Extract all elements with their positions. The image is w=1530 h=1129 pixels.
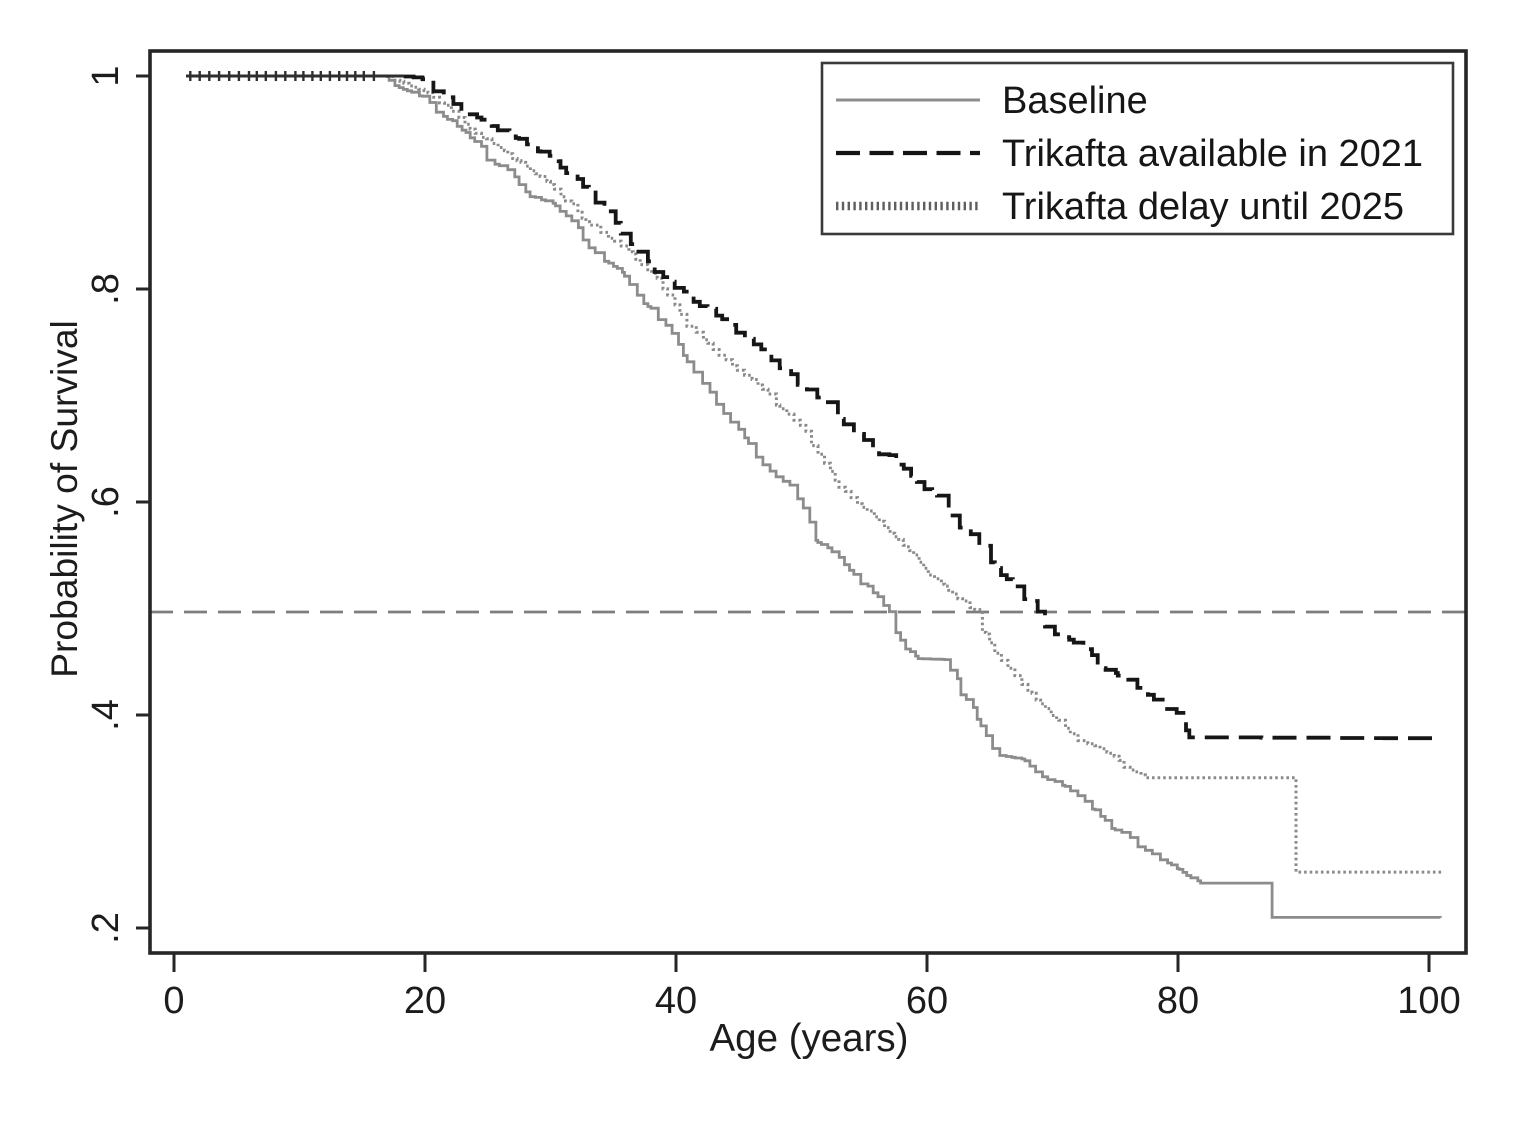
svg-text:20: 20	[404, 980, 446, 1022]
svg-text:Trikafta delay until 2025: Trikafta delay until 2025	[1002, 186, 1404, 228]
svg-text:.6: .6	[85, 486, 127, 518]
svg-text:1: 1	[85, 65, 127, 86]
svg-text:Trikafta available in 2021: Trikafta available in 2021	[1002, 133, 1423, 175]
svg-text:100: 100	[1397, 980, 1460, 1022]
svg-text:Probability of Survival: Probability of Survival	[43, 320, 85, 678]
svg-text:0: 0	[163, 980, 184, 1022]
svg-text:60: 60	[906, 980, 948, 1022]
svg-text:80: 80	[1157, 980, 1199, 1022]
svg-text:.2: .2	[85, 912, 127, 944]
svg-text:40: 40	[655, 980, 697, 1022]
svg-text:Age (years): Age (years)	[710, 1017, 909, 1060]
svg-text:Baseline: Baseline	[1002, 80, 1148, 122]
svg-text:.8: .8	[85, 273, 127, 305]
svg-text:.4: .4	[85, 699, 127, 731]
